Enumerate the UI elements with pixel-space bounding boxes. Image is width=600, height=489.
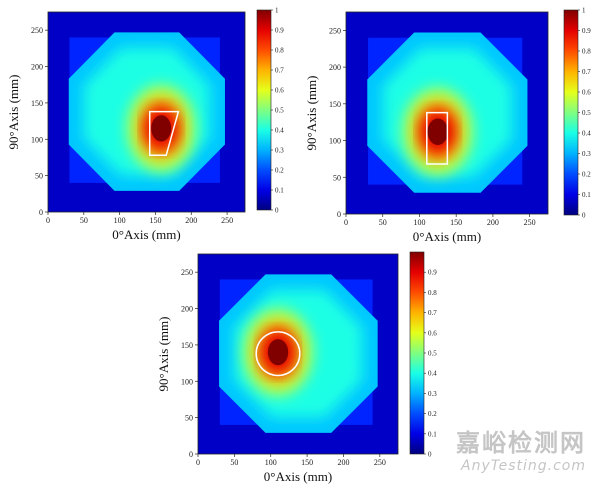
x-tick-label: 150: [450, 218, 462, 227]
watermark: 嘉峪检测网 AnyTesting.com: [456, 423, 586, 474]
y-axis-label: 90°Axis (mm): [6, 75, 21, 150]
colorbar-tick-label: 0.4: [275, 127, 284, 135]
x-tick-label: 200: [185, 216, 197, 225]
colorbar-tick-label: 0.8: [428, 289, 437, 297]
colorbar: [409, 251, 425, 455]
defect-outline: [148, 110, 180, 157]
x-axis-label: 0°Axis (mm): [264, 469, 332, 484]
x-tick-label: 50: [80, 216, 88, 225]
colorbar-tick-label: 0.6: [428, 329, 437, 337]
y-tick-label: 250: [31, 26, 43, 35]
colorbar-tick-label: 1: [582, 7, 586, 15]
y-tick-label: 250: [329, 26, 341, 35]
axes-frame: [47, 11, 246, 213]
y-tick-label: 150: [31, 99, 43, 108]
x-axis-label: 0°Axis (mm): [112, 227, 180, 242]
colorbar-tick-label: 0.7: [428, 309, 437, 317]
colorbar-tick-label: 0.4: [582, 130, 591, 138]
x-tick-label: 250: [221, 216, 233, 225]
colorbar-tick-label: 0.2: [428, 410, 437, 418]
y-tick-label: 150: [329, 100, 341, 109]
x-tick-label: 0: [344, 218, 348, 227]
colorbar-tick-label: 0: [275, 207, 279, 215]
x-tick-label: 150: [301, 458, 313, 467]
y-tick-label: 200: [31, 63, 43, 72]
colorbar-tick-label: 0.6: [582, 89, 591, 97]
colorbar-tick-label: 0.2: [275, 167, 284, 175]
y-tick-label: 50: [35, 172, 43, 181]
colorbar-tick-label: 0.7: [275, 67, 284, 75]
colorbar-tick-label: 0.1: [275, 187, 284, 195]
y-tick-label: 50: [185, 414, 193, 423]
x-tick-label: 200: [487, 218, 499, 227]
hotspot-peak: [151, 115, 172, 142]
colorbar-tick-label: 0.9: [582, 27, 591, 35]
hotspot-peak: [427, 118, 449, 145]
heatmap-3: 0 50 100 150 200 250 0 50 100 150 200 250 0°Axis (mm…: [156, 251, 437, 484]
x-tick-label: 100: [413, 218, 425, 227]
colorbar-tick-label: 0.3: [582, 150, 591, 158]
y-tick-label: 0: [189, 450, 193, 459]
watermark-en: AnyTesting.com: [461, 458, 586, 474]
heatmap-panel-1: 0 50 100 150 200 250 0 50 100 150 200 250 0°Axis (mm…: [0, 0, 300, 244]
x-tick-label: 50: [230, 458, 238, 467]
x-tick-label: 250: [524, 218, 536, 227]
colorbar-tick-label: 0.3: [275, 147, 284, 155]
colorbar-tick-label: 0.8: [582, 48, 591, 56]
axes-frame: [197, 253, 399, 455]
heatmap-1: 0 50 100 150 200 250 0 50 100 150 200 250 0°Axis (mm…: [6, 7, 284, 243]
x-axis-label: 0°Axis (mm): [413, 229, 481, 244]
x-tick-label: 0: [46, 216, 50, 225]
y-tick-label: 50: [333, 173, 341, 182]
y-tick-label: 100: [329, 137, 341, 146]
y-tick-label: 200: [329, 63, 341, 72]
y-tick-label: 100: [31, 135, 43, 144]
colorbar-tick-label: 0.5: [275, 107, 284, 115]
y-tick-label: 0: [39, 208, 43, 217]
heatmap-2: 0 50 100 150 200 250 0 50 100 150 200 250 0°Axis (mm…: [304, 7, 591, 245]
y-tick-label: 150: [181, 341, 193, 350]
y-tick-label: 0: [337, 210, 341, 219]
plot-area: [198, 254, 398, 454]
defect-outline: [426, 111, 449, 165]
colorbar-tick-label: 0.3: [428, 390, 437, 398]
colorbar-tick-label: 0.8: [275, 47, 284, 55]
x-tick-label: 0: [196, 458, 200, 467]
colorbar: [256, 9, 272, 211]
x-tick-label: 150: [149, 216, 161, 225]
colorbar-tick-label: 0.9: [428, 269, 437, 277]
x-tick-label: 100: [265, 458, 277, 467]
colorbar-tick-label: 0.9: [275, 27, 284, 35]
axes-frame: [345, 11, 549, 215]
y-tick-label: 100: [181, 377, 193, 386]
y-tick-label: 250: [181, 268, 193, 277]
x-tick-label: 250: [374, 458, 386, 467]
colorbar-tick-label: 1: [275, 7, 279, 15]
heatmap-panel-3: 0 50 100 150 200 250 0 50 100 150 200 250 0°Axis (mm…: [150, 244, 450, 484]
colorbar-tick-label: 0.1: [582, 191, 591, 199]
plot-area: [48, 12, 245, 212]
y-axis-label: 90°Axis (mm): [304, 76, 319, 151]
colorbar-tick-label: 0.2: [582, 171, 591, 179]
hotspot-peak: [267, 339, 289, 366]
y-tick-label: 200: [181, 305, 193, 314]
colorbar-tick-label: 0.5: [582, 109, 591, 117]
x-tick-label: 50: [379, 218, 387, 227]
y-axis-label: 90°Axis (mm): [156, 317, 171, 392]
colorbar-tick-label: 0.6: [275, 87, 284, 95]
colorbar-tick-label: 0.5: [428, 350, 437, 358]
defect-outline: [255, 331, 301, 377]
watermark-cn: 嘉峪检测网: [456, 429, 586, 457]
heatmap-panel-2: 0 50 100 150 200 250 0 50 100 150 200 250 0°Axis (mm…: [300, 0, 600, 245]
colorbar-tick-label: 0.1: [428, 430, 437, 438]
colorbar-tick-label: 0: [582, 212, 586, 220]
colorbar-tick-label: 0.7: [582, 68, 591, 76]
x-tick-label: 200: [337, 458, 349, 467]
x-tick-label: 100: [114, 216, 126, 225]
colorbar-tick-label: 0.4: [428, 370, 437, 378]
colorbar-tick-label: 0: [428, 451, 432, 459]
colorbar: [563, 9, 579, 216]
